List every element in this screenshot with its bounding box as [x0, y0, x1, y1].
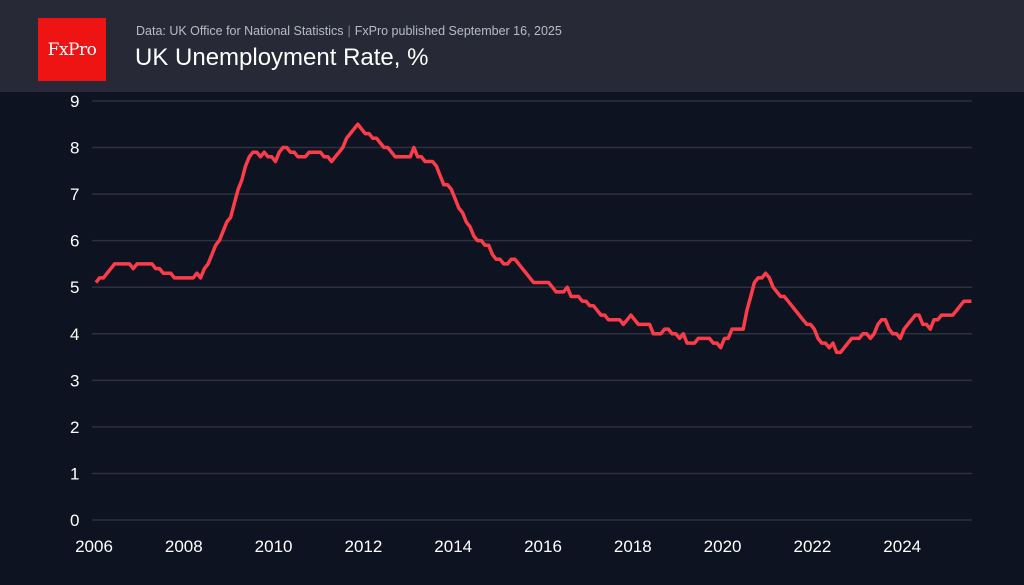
x-tick-label: 2020 [704, 537, 742, 556]
chart-subtitle: Data: UK Office for National Statistics |… [136, 24, 562, 38]
y-tick-label: 9 [70, 92, 79, 111]
y-tick-label: 3 [70, 371, 79, 390]
x-tick-label: 2022 [793, 537, 831, 556]
y-tick-label: 6 [70, 232, 79, 251]
fxpro-logo: FxPro [38, 18, 106, 81]
y-tick-label: 7 [70, 185, 79, 204]
published-date: FxPro published September 16, 2025 [354, 24, 562, 38]
y-tick-label: 5 [70, 278, 79, 297]
x-tick-label: 2018 [614, 537, 652, 556]
y-tick-label: 0 [70, 511, 79, 530]
data-source: Data: UK Office for National Statistics [136, 24, 344, 38]
x-tick-label: 2008 [165, 537, 203, 556]
x-tick-label: 2016 [524, 537, 562, 556]
x-tick-label: 2014 [434, 537, 472, 556]
y-tick-label: 4 [70, 325, 79, 344]
separator: | [347, 24, 351, 38]
chart-title: UK Unemployment Rate, % [135, 44, 429, 71]
y-tick-label: 1 [70, 464, 79, 483]
x-tick-label: 2006 [75, 537, 113, 556]
x-tick-label: 2010 [255, 537, 293, 556]
y-tick-label: 2 [70, 418, 79, 437]
x-tick-label: 2012 [344, 537, 382, 556]
y-tick-label: 8 [70, 139, 79, 158]
chart-header: FxPro Data: UK Office for National Stati… [0, 0, 1024, 92]
series-line [94, 122, 972, 355]
x-tick-label: 2024 [883, 537, 921, 556]
